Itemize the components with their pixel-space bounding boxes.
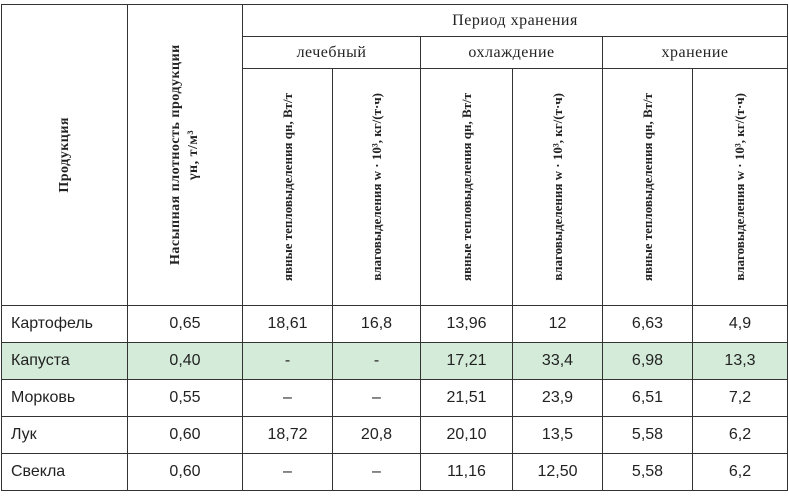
- value-cell: 0,60: [127, 416, 243, 454]
- value-cell: 12,50: [512, 453, 603, 491]
- product-cell: Картофель: [1, 305, 128, 343]
- product-header: Продукция: [56, 117, 72, 193]
- storage-table: Продукция Насыпная плотность продукции γ…: [1, 4, 788, 491]
- header-cell: влаговыделения w · 10³, кг/(т·ч): [512, 68, 603, 306]
- value-cell: 18,72: [242, 416, 333, 454]
- value-cell: -: [242, 342, 333, 380]
- product-cell: Морковь: [1, 379, 128, 417]
- value-cell: –: [332, 453, 421, 491]
- value-cell: 13,3: [692, 342, 788, 380]
- header-row: Продукция Насыпная плотность продукции γ…: [1, 4, 788, 306]
- group-header: лечебный: [242, 36, 421, 69]
- header-cell: Насыпная плотность продукции γн, т/м³: [127, 4, 243, 306]
- table-row: Морковь 0,55– –21,51 23,9 6,51 7,2: [1, 379, 788, 417]
- value-cell: -: [332, 342, 421, 380]
- value-cell: 6,63: [602, 305, 693, 343]
- value-cell: 33,4: [512, 342, 603, 380]
- value-cell: 11,16: [420, 453, 513, 491]
- value-cell: 0,40: [127, 342, 243, 380]
- header-cell: влаговыделения w · 10³, кг/(т·ч): [692, 68, 788, 306]
- header-cell: явные тепловыделения qн, Вт/т: [602, 68, 693, 306]
- product-cell: Лук: [1, 416, 128, 454]
- value-cell: 16,8: [332, 305, 421, 343]
- header-cell: Продукция: [1, 4, 128, 306]
- table-row: Капуста 0,40- -17,21 33,4 6,98 13,3: [1, 342, 788, 380]
- value-cell: 4,9: [692, 305, 788, 343]
- value-cell: 0,65: [127, 305, 243, 343]
- value-cell: 17,21: [420, 342, 513, 380]
- table-row: Лук 0,60 18,72 20,8 20,10 13,5 5,58 6,2: [1, 416, 788, 454]
- header-row: лечебный охлаждение хранение: [2, 36, 788, 69]
- value-cell: 23,9: [512, 379, 603, 417]
- value-cell: 18,61: [242, 305, 333, 343]
- group-header: хранение: [602, 36, 788, 69]
- table-header: Продукция Насыпная плотность продукции γ…: [1, 4, 788, 306]
- header-cell: влаговыделения w · 10³, кг/(т·ч): [332, 68, 421, 306]
- column-header: явные тепловыделения qн, Вт/т: [279, 93, 295, 281]
- value-cell: 6,51: [602, 379, 693, 417]
- column-header: влаговыделения w · 10³, кг/(т·ч): [368, 93, 384, 281]
- value-cell: 20,8: [332, 416, 421, 454]
- table-body: Картофель 0,65 18,61 16,8 13,96 12 6,63 4,9 Капу…: [1, 305, 788, 491]
- group-header: охлаждение: [420, 36, 603, 69]
- value-cell: 5,58: [602, 453, 693, 491]
- header-row: явные тепловыделения qн, Вт/т влаговыделе…: [2, 68, 788, 306]
- value-cell: 7,2: [692, 379, 788, 417]
- column-header: влаговыделения w · 10³, кг/(т·ч): [732, 93, 747, 281]
- value-cell: 0,60: [127, 453, 243, 491]
- value-cell: –: [332, 379, 421, 417]
- value-cell: 21,51: [420, 379, 513, 417]
- header-cell: явные тепловыделения qн, Вт/т: [420, 68, 513, 306]
- period-header: Период хранения: [242, 4, 788, 37]
- product-cell: Капуста: [1, 342, 128, 380]
- value-cell: 6,2: [692, 416, 788, 454]
- column-header: явные тепловыделения qн, Вт/т: [639, 93, 655, 281]
- density-header: Насыпная плотность продукции γн, т/м³: [168, 44, 201, 266]
- value-cell: 13,96: [420, 305, 513, 343]
- header-cell: явные тепловыделения qн, Вт/т: [242, 68, 333, 306]
- value-cell: 0,55: [127, 379, 243, 417]
- value-cell: 5,58: [602, 416, 693, 454]
- column-header: явные тепловыделения qн, Вт/т: [458, 93, 474, 281]
- column-header: влаговыделения w · 10³, кг/(т·ч): [549, 93, 565, 281]
- product-cell: Свекла: [1, 453, 128, 491]
- value-cell: 6,2: [692, 453, 788, 491]
- value-cell: 13,5: [512, 416, 603, 454]
- value-cell: 12: [512, 305, 603, 343]
- table-row: Картофель 0,65 18,61 16,8 13,96 12 6,63 4,9: [1, 305, 788, 343]
- value-cell: –: [242, 379, 333, 417]
- table-row: Свекла 0,60– –11,16 12,50 5,58 6,2: [1, 453, 788, 491]
- value-cell: 6,98: [602, 342, 693, 380]
- value-cell: –: [242, 453, 333, 491]
- value-cell: 20,10: [420, 416, 513, 454]
